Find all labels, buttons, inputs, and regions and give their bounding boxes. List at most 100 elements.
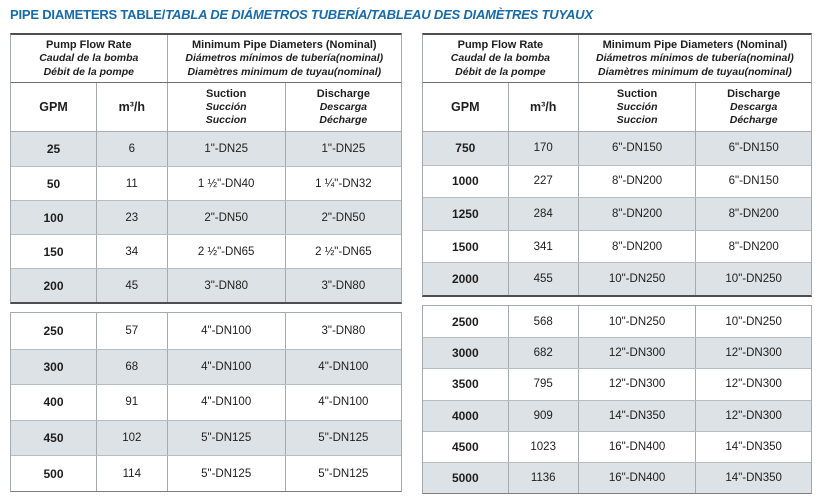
- page-title-translated: TABLA DE DIÁMETROS TUBERÍA/TABLEAU DES D…: [165, 7, 593, 22]
- m3h-value: 34: [96, 235, 167, 268]
- table-row: 150 34 2 ½"-DN65 2 ½"-DN65: [11, 234, 401, 268]
- gpm-value: 100: [43, 210, 64, 225]
- gpm-value: 5000: [451, 471, 479, 485]
- m3h-value: 23: [96, 201, 167, 234]
- table-row: 2000 455 10"-DN250 10"-DN250: [423, 262, 811, 295]
- suction-value: 16"-DN400: [577, 462, 696, 494]
- m3h-value: 6: [96, 132, 167, 166]
- pipe-table-low-flow: Pump Flow Rate Caudal de la bomba Débit …: [10, 33, 402, 492]
- m3h-value: 57: [96, 313, 167, 349]
- suction-value: 8"-DN200: [577, 198, 696, 230]
- table-block-1: 750 170 6"-DN150 6"-DN150 1000 227 8"-DN200 6"-…: [422, 132, 812, 297]
- discharge-value: 5"-DN125: [284, 456, 401, 491]
- discharge-value: 8"-DN200: [695, 230, 811, 263]
- m3h-value: 341: [507, 230, 578, 263]
- discharge-value: 3"-DN80: [284, 269, 401, 302]
- m3h-value: 1136: [507, 462, 578, 494]
- gpm-value: 2000: [451, 272, 479, 287]
- gpm-value: 150: [43, 244, 64, 259]
- m3h-value: 45: [96, 269, 167, 302]
- table-row: 5000 1136 16"-DN400 14"-DN350: [423, 461, 811, 494]
- col-header-discharge: Discharge Descarga Décharge: [284, 83, 401, 131]
- suction-value: 8"-DN200: [577, 230, 696, 263]
- suction-value: 12"-DN300: [577, 369, 696, 400]
- suction-value: 5"-DN125: [166, 456, 285, 491]
- table-row: 2500 568 10"-DN250 10"-DN250: [423, 305, 811, 338]
- gpm-value: 500: [43, 466, 64, 481]
- suction-value: 16"-DN400: [577, 431, 696, 462]
- col-header-discharge: Discharge Descarga Décharge: [695, 83, 811, 131]
- m3h-value: 1023: [507, 431, 578, 462]
- gpm-value: 4500: [451, 439, 479, 454]
- gpm-value: 4000: [451, 408, 479, 423]
- discharge-value: 4"-DN100: [284, 385, 401, 420]
- gpm-value: 750: [455, 141, 476, 156]
- m3h-value: 114: [96, 456, 167, 491]
- gpm-value: 3000: [451, 346, 479, 361]
- discharge-value: 12"-DN300: [695, 369, 811, 400]
- flow-rate-group-header: Pump Flow Rate Caudal de la bomba Débit …: [39, 39, 139, 78]
- diameters-group-header: Minimum Pipe Diameters (Nominal) Diámetr…: [166, 35, 401, 82]
- discharge-value: 12"-DN300: [695, 400, 811, 431]
- table-block-2: 250 57 4"-DN100 3"-DN80 300 68 4"-DN100 4"-DN10…: [10, 312, 402, 492]
- m3h-value: 102: [96, 420, 167, 456]
- col-header-suction: Suction Succión Succion: [166, 83, 285, 131]
- table-block-1: 25 6 1"-DN25 1"-DN25 50 11 1 ½"-DN40 1 ¼"-DN32 1…: [10, 132, 402, 304]
- gpm-value: 1250: [451, 206, 479, 221]
- discharge-value: 12"-DN300: [695, 338, 811, 369]
- m3h-value: 568: [507, 305, 578, 338]
- m3h-value: 227: [507, 165, 578, 198]
- m3h-value: 68: [96, 349, 167, 385]
- gpm-value: 25: [46, 142, 61, 156]
- discharge-value: 14"-DN350: [695, 462, 811, 494]
- discharge-value: 14"-DN350: [695, 431, 811, 462]
- table-row: 3500 795 12"-DN300 12"-DN300: [423, 368, 811, 400]
- discharge-value: 6"-DN150: [695, 132, 811, 165]
- m3h-value: 795: [507, 369, 578, 400]
- table-row: 50 11 1 ½"-DN40 1 ¼"-DN32: [11, 166, 401, 200]
- discharge-value: 1"-DN25: [284, 132, 401, 166]
- table-row: 4000 909 14"-DN350 12"-DN300: [423, 399, 811, 431]
- discharge-value: 1 ¼"-DN32: [284, 167, 401, 200]
- gpm-value: 1000: [451, 174, 479, 189]
- suction-value: 12"-DN300: [577, 338, 696, 369]
- suction-value: 8"-DN200: [577, 165, 696, 198]
- suction-value: 10"-DN250: [577, 305, 696, 338]
- table-block-2: 2500 568 10"-DN250 10"-DN250 3000 682 12"-DN30…: [422, 304, 812, 495]
- table-row: 250 57 4"-DN100 3"-DN80: [11, 313, 401, 349]
- suction-value: 2"-DN50: [166, 201, 285, 234]
- m3h-value: 11: [96, 167, 167, 200]
- suction-value: 5"-DN125: [166, 420, 285, 456]
- discharge-value: 6"-DN150: [695, 165, 811, 198]
- table-header: Pump Flow Rate Caudal de la bomba Débit …: [422, 33, 812, 132]
- table-row: 450 102 5"-DN125 5"-DN125: [11, 419, 401, 456]
- suction-value: 3"-DN80: [166, 269, 285, 302]
- m3h-value: 284: [507, 198, 578, 230]
- suction-value: 4"-DN100: [166, 349, 285, 385]
- table-row: 500 114 5"-DN125 5"-DN125: [11, 455, 401, 491]
- gpm-value: 300: [43, 359, 64, 374]
- table-header: Pump Flow Rate Caudal de la bomba Débit …: [10, 33, 402, 132]
- suction-value: 10"-DN250: [577, 263, 696, 295]
- col-header-suction: Suction Succión Succion: [577, 83, 696, 131]
- table-row: 400 91 4"-DN100 4"-DN100: [11, 384, 401, 420]
- table-row: 1500 341 8"-DN200 8"-DN200: [423, 229, 811, 263]
- discharge-value: 10"-DN250: [695, 305, 811, 338]
- suction-value: 1"-DN25: [166, 132, 285, 166]
- discharge-value: 10"-DN250: [695, 263, 811, 295]
- discharge-value: 4"-DN100: [284, 349, 401, 385]
- table-row: 100 23 2"-DN50 2"-DN50: [11, 200, 401, 234]
- col-header-m3h: m³/h: [96, 83, 167, 131]
- gpm-value: 3500: [451, 377, 479, 392]
- gpm-value: 450: [43, 431, 64, 446]
- gpm-value: 50: [46, 176, 61, 191]
- gpm-value: 250: [43, 323, 64, 338]
- suction-value: 6"-DN150: [577, 132, 696, 165]
- diameters-group-header: Minimum Pipe Diameters (Nominal) Diámetr…: [577, 35, 811, 82]
- pipe-table-high-flow: Pump Flow Rate Caudal de la bomba Débit …: [422, 33, 812, 495]
- col-header-gpm: GPM: [451, 100, 480, 114]
- m3h-value: 682: [507, 338, 578, 369]
- col-header-m3h: m³/h: [507, 83, 578, 131]
- table-row: 4500 1023 16"-DN400 14"-DN350: [423, 430, 811, 462]
